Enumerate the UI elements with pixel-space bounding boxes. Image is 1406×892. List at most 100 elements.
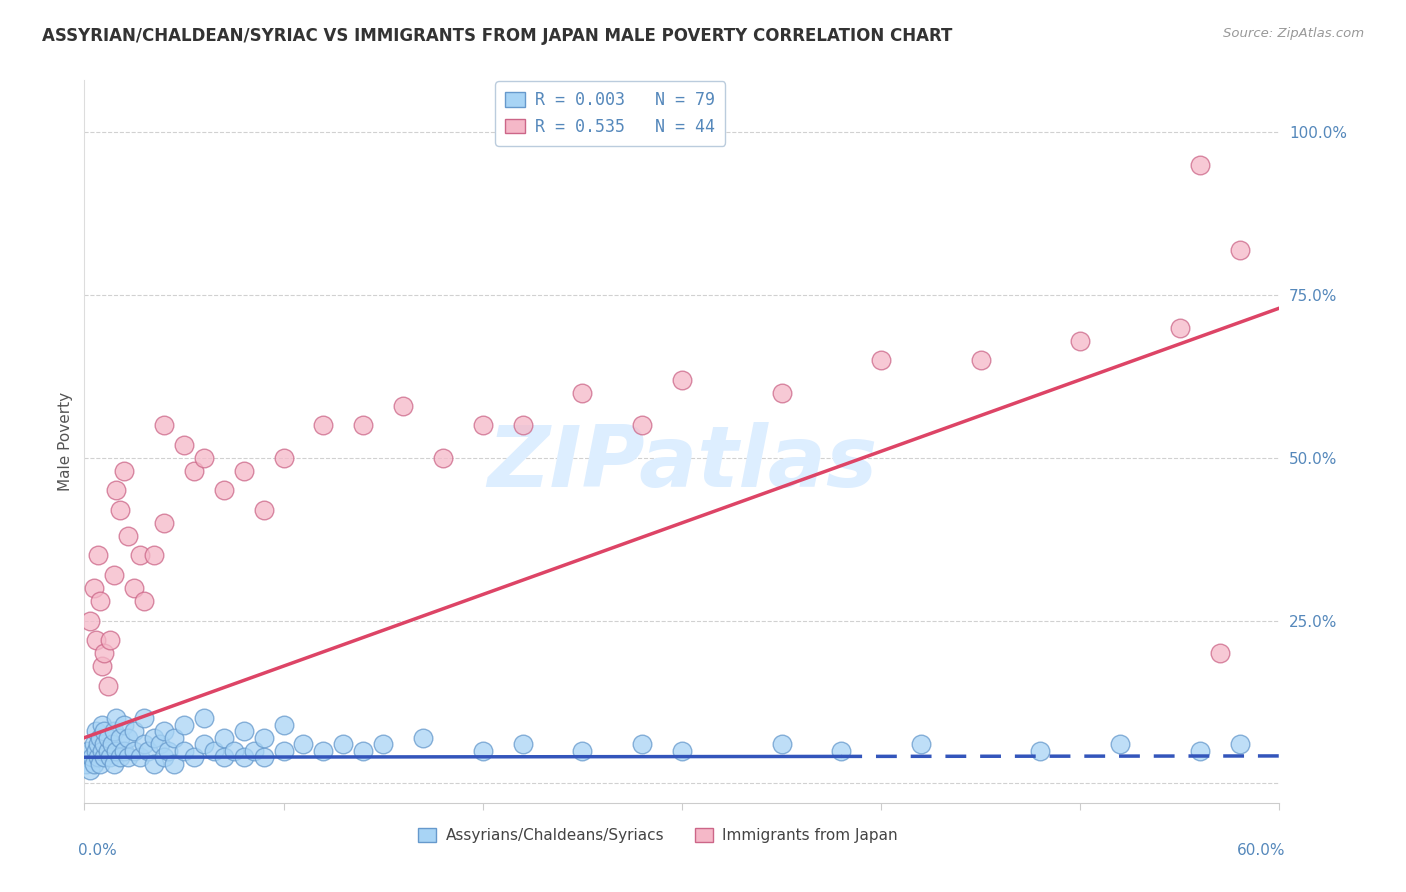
Point [212, 731, 235, 745]
Point [273, 744, 295, 758]
Point [79, 764, 101, 778]
Point [253, 731, 276, 745]
Point [87, 750, 110, 764]
Point [671, 373, 693, 387]
Point [212, 483, 235, 498]
Point [103, 568, 125, 582]
Point [163, 731, 186, 745]
Point [292, 737, 315, 751]
Point [232, 724, 254, 739]
Point [87, 549, 110, 563]
Point [117, 731, 139, 745]
Point [97, 679, 120, 693]
Point [163, 756, 186, 771]
Point [970, 353, 993, 368]
Point [371, 737, 394, 751]
Point [132, 711, 156, 725]
Point [193, 450, 215, 465]
Point [93, 646, 115, 660]
Point [112, 464, 135, 478]
Point [83, 756, 105, 771]
Point [273, 717, 295, 731]
Point [91, 717, 114, 731]
Point [392, 399, 415, 413]
Point [93, 724, 115, 739]
Point [1208, 646, 1232, 660]
Point [91, 744, 114, 758]
Point [86, 724, 108, 739]
Point [136, 744, 159, 758]
Point [193, 711, 215, 725]
Point [770, 737, 793, 751]
Point [173, 438, 195, 452]
Point [153, 724, 176, 739]
Point [89, 756, 111, 771]
Point [153, 516, 176, 530]
Point [149, 737, 172, 751]
Point [910, 737, 932, 751]
Point [153, 750, 176, 764]
Point [143, 756, 166, 771]
Point [83, 737, 105, 751]
Point [105, 483, 128, 498]
Point [153, 418, 176, 433]
Point [132, 594, 156, 608]
Point [312, 744, 335, 758]
Point [631, 418, 654, 433]
Point [352, 418, 374, 433]
Point [112, 717, 135, 731]
Point [91, 659, 114, 673]
Point [232, 750, 254, 764]
Point [101, 737, 124, 751]
Point [157, 744, 180, 758]
Text: ZIPatlas: ZIPatlas [486, 422, 877, 505]
Point [770, 385, 793, 400]
Point [122, 581, 145, 595]
Point [110, 750, 132, 764]
Point [98, 750, 121, 764]
Point [222, 744, 245, 758]
Point [253, 503, 276, 517]
Point [103, 724, 125, 739]
Point [183, 464, 205, 478]
Point [332, 737, 354, 751]
Point [97, 731, 120, 745]
Point [830, 744, 852, 758]
Point [97, 744, 120, 758]
Point [75, 756, 97, 771]
Point [1229, 737, 1251, 751]
Text: 0.0%: 0.0% [79, 843, 117, 857]
Text: 60.0%: 60.0% [1237, 843, 1285, 857]
Point [103, 756, 125, 771]
Point [571, 744, 593, 758]
Point [93, 750, 115, 764]
Point [273, 450, 295, 465]
Point [83, 581, 105, 595]
Point [1109, 737, 1132, 751]
Point [82, 750, 104, 764]
Point [117, 529, 139, 543]
Text: Source: ZipAtlas.com: Source: ZipAtlas.com [1223, 27, 1364, 40]
Point [93, 737, 115, 751]
Point [87, 737, 110, 751]
Point [232, 464, 254, 478]
Point [132, 737, 156, 751]
Point [512, 737, 534, 751]
Point [129, 750, 152, 764]
Point [412, 731, 434, 745]
Point [77, 744, 100, 758]
Point [110, 503, 132, 517]
Point [352, 744, 374, 758]
Point [129, 549, 152, 563]
Point [173, 744, 195, 758]
Point [79, 614, 101, 628]
Legend: Assyrians/Chaldeans/Syriacs, Immigrants from Japan: Assyrians/Chaldeans/Syriacs, Immigrants … [412, 822, 904, 849]
Point [1188, 158, 1211, 172]
Point [471, 418, 494, 433]
Point [1168, 320, 1191, 334]
Point [86, 633, 108, 648]
Point [242, 744, 264, 758]
Text: ASSYRIAN/CHALDEAN/SYRIAC VS IMMIGRANTS FROM JAPAN MALE POVERTY CORRELATION CHART: ASSYRIAN/CHALDEAN/SYRIAC VS IMMIGRANTS F… [42, 27, 952, 45]
Point [1029, 744, 1052, 758]
Point [98, 633, 121, 648]
